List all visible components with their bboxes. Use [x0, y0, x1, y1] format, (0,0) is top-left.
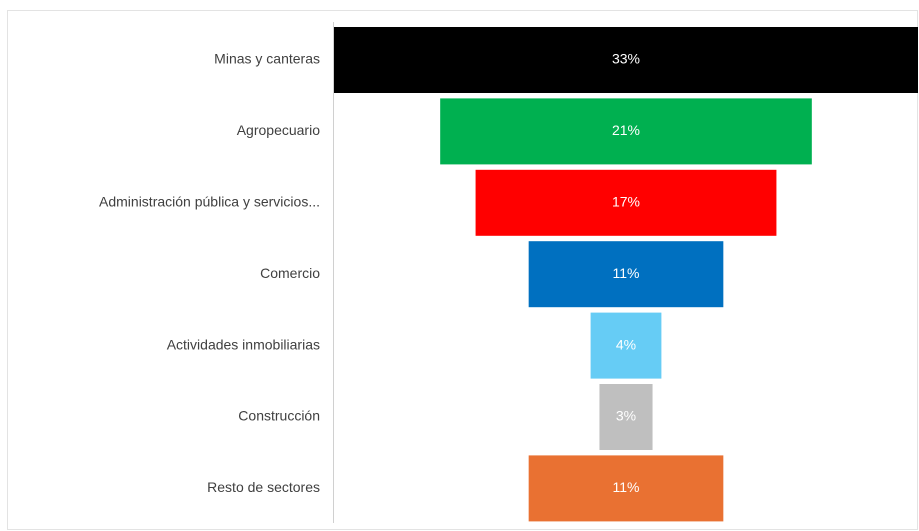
data-label: 11% [613, 265, 640, 281]
category-label: Agropecuario [237, 122, 320, 138]
category-label: Comercio [260, 265, 320, 281]
funnel-bar [590, 312, 662, 379]
funnel-bar [440, 98, 812, 165]
category-label: Actividades inmobiliarias [167, 336, 320, 352]
funnel-bar [599, 384, 653, 450]
funnel-bar [334, 27, 918, 93]
data-label: 3% [616, 408, 636, 424]
category-label: Administración pública y servicios... [99, 194, 320, 210]
funnel-bar [528, 455, 724, 522]
category-label: Construcción [238, 408, 320, 424]
data-label: 11% [613, 479, 640, 495]
category-label: Minas y canteras [214, 51, 320, 67]
chart-border [7, 10, 918, 530]
data-label: 33% [612, 51, 640, 67]
funnel-bar [475, 169, 777, 236]
funnel-bar [528, 241, 724, 308]
data-label: 4% [616, 336, 636, 352]
category-label: Resto de sectores [207, 479, 320, 495]
data-label: 17% [612, 194, 640, 210]
data-label: 21% [612, 122, 640, 138]
